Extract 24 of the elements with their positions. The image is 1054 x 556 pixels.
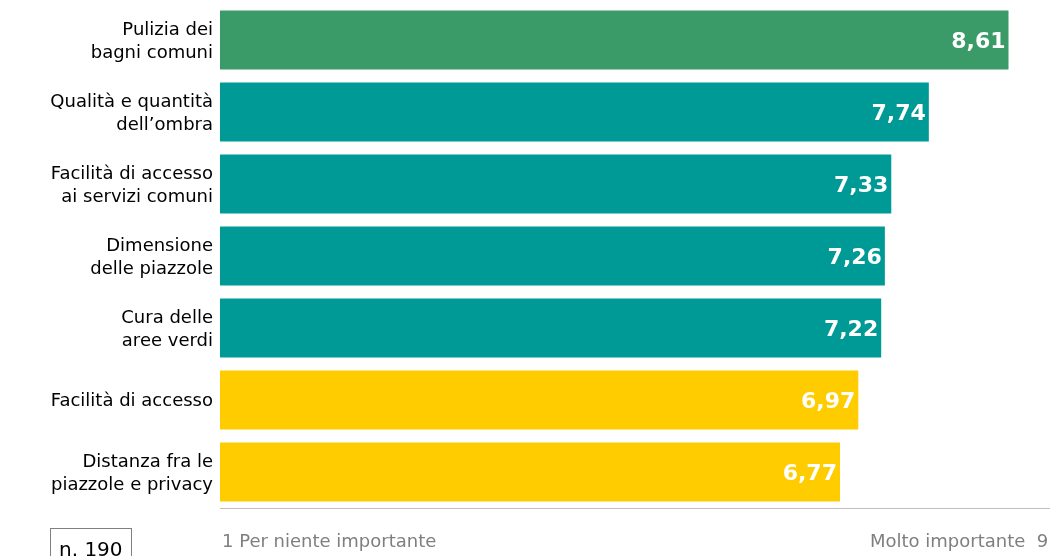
bar	[220, 10, 1009, 70]
y-tick-label: Facilità di accesso ai servizi comuni	[50, 161, 213, 206]
data-label: 6,77	[782, 459, 837, 485]
bar	[220, 442, 840, 502]
y-tick-label: Cura delle aree verdi	[121, 305, 213, 350]
text: Molto importante 9	[870, 530, 1049, 551]
data-label: 7,74	[871, 99, 926, 125]
text: 1 Per niente importante	[222, 530, 437, 551]
y-tick-label: Qualità e quantità dell’ombra	[50, 89, 213, 134]
y-tick-label: Facilità di accesso	[50, 389, 213, 411]
data-label: 7,33	[834, 171, 889, 197]
bar	[220, 370, 859, 430]
data-label: 7,26	[827, 243, 882, 269]
data-label: 8,61	[951, 27, 1006, 53]
data-label: 7,22	[823, 315, 879, 341]
data-label: 6,97	[801, 387, 856, 413]
y-tick-label: Distanza fra le piazzole e privacy	[50, 449, 214, 494]
y-tick-label: Pulizia dei bagni comuni	[90, 17, 213, 62]
bar	[220, 154, 892, 214]
bar	[220, 82, 929, 142]
y-tick-label: Dimensione delle piazzole	[90, 233, 213, 278]
text: n. 190	[59, 537, 123, 556]
bar	[220, 226, 885, 286]
bar	[220, 298, 882, 358]
